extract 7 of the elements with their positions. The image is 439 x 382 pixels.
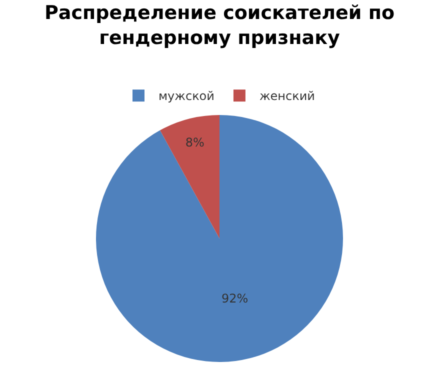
data-label: 8% xyxy=(185,136,204,150)
chart-title: Распределение соискателей по гендерному признаку xyxy=(44,2,395,49)
legend-label: женский xyxy=(259,89,315,104)
pie-slice xyxy=(96,115,343,362)
pie-slice xyxy=(160,115,220,238)
legend-label: мужской xyxy=(158,89,214,104)
data-label: 92% xyxy=(222,291,248,306)
